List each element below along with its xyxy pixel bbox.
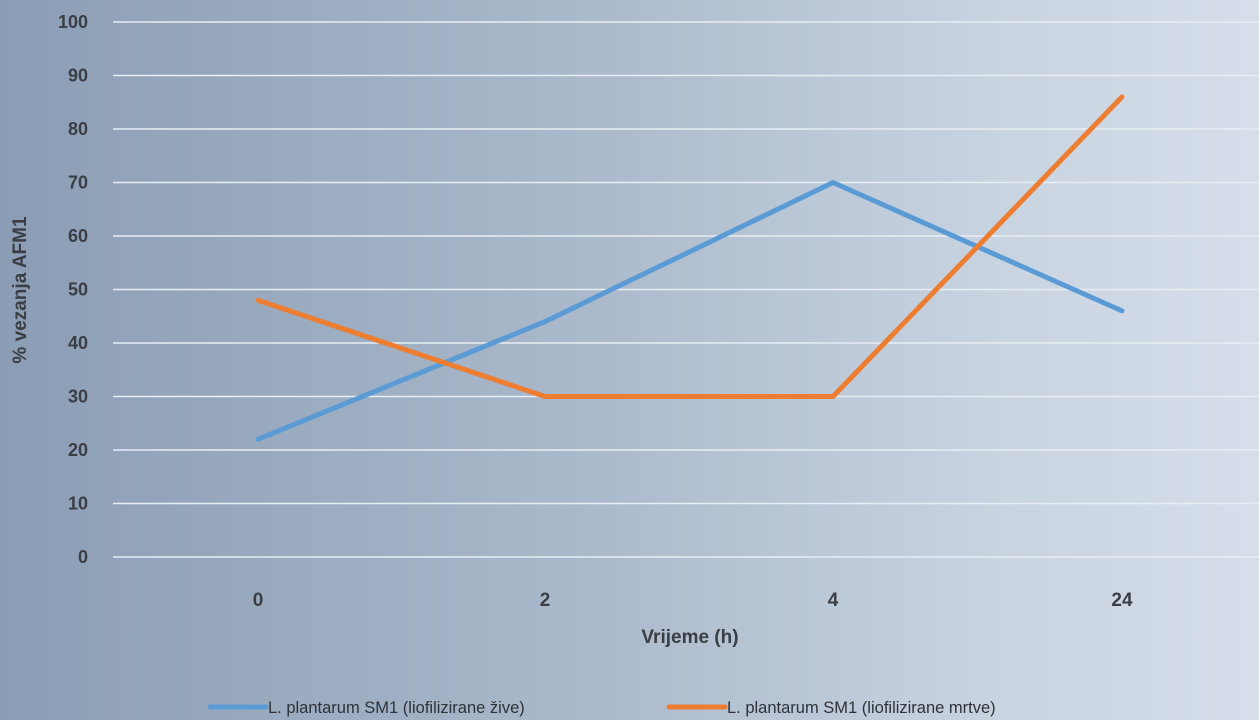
x-tick-label: 4 bbox=[828, 590, 839, 611]
y-axis-title: % vezanja AFM1 bbox=[10, 216, 31, 364]
y-tick-label: 60 bbox=[68, 226, 88, 246]
y-tick-label: 100 bbox=[58, 12, 88, 32]
y-tick-labels: 0 10 20 30 40 50 60 70 80 90 100 bbox=[58, 12, 88, 567]
x-tick-label: 24 bbox=[1111, 590, 1133, 611]
y-tick-label: 0 bbox=[78, 547, 88, 567]
legend: L. plantarum SM1 (liofilizirane žive) L. … bbox=[207, 699, 996, 717]
y-tick-label: 50 bbox=[68, 280, 88, 300]
y-tick-label: 10 bbox=[68, 494, 88, 514]
x-tick-label: 0 bbox=[253, 590, 264, 611]
gridlines bbox=[113, 21, 1259, 558]
y-tick-label: 20 bbox=[68, 440, 88, 460]
series-lines bbox=[255, 94, 1125, 442]
y-tick-label: 40 bbox=[68, 333, 88, 353]
legend-label-1: L. plantarum SM1 (liofilizirane žive) bbox=[268, 699, 525, 717]
y-tick-label: 80 bbox=[68, 119, 88, 139]
series-line-2 bbox=[255, 94, 1125, 399]
y-tick-label: 90 bbox=[68, 66, 88, 86]
legend-label-2: L. plantarum SM1 (liofilizirane mrtve) bbox=[727, 699, 996, 717]
series-line-1 bbox=[255, 180, 1125, 442]
x-tick-labels: 0 2 4 24 bbox=[253, 590, 1133, 611]
x-tick-label: 2 bbox=[540, 590, 551, 611]
x-axis-title: Vrijeme (h) bbox=[641, 627, 738, 648]
y-tick-label: 70 bbox=[68, 173, 88, 193]
y-tick-label: 30 bbox=[68, 387, 88, 407]
